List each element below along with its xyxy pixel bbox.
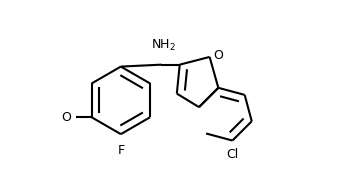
Text: NH$_2$: NH$_2$ [151,38,176,53]
Text: F: F [117,144,125,157]
Text: O: O [62,111,71,124]
Text: O: O [213,49,223,63]
Text: Cl: Cl [226,148,239,161]
